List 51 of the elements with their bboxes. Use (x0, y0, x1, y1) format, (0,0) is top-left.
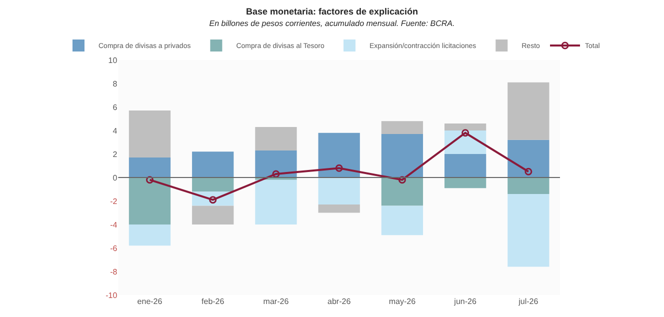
x-tick-label: may-26 (388, 297, 416, 306)
bar (508, 140, 550, 178)
bar (318, 132, 360, 178)
point (335, 164, 343, 172)
bar (508, 194, 550, 267)
bar (381, 178, 424, 206)
bar (318, 204, 360, 213)
y-tick-label: 0 (112, 173, 118, 182)
bar (192, 152, 234, 178)
y-tick-label: -4 (110, 220, 118, 230)
x-tick-label: mar-26 (263, 297, 290, 306)
bar (255, 126, 297, 150)
bar (381, 134, 424, 178)
bar (381, 121, 424, 134)
point (462, 129, 470, 137)
bar (255, 180, 297, 224)
y-tick-label: -10 (106, 290, 118, 300)
bar (128, 224, 171, 246)
bar (381, 206, 424, 236)
y-tick-label: 8 (112, 79, 118, 88)
bar (444, 123, 486, 130)
bar (508, 82, 550, 140)
point (272, 170, 280, 178)
bar (444, 154, 486, 178)
bar (192, 206, 234, 224)
y-tick-label: 10 (108, 56, 118, 65)
point (524, 168, 532, 176)
chart-subtitle: En billones de pesos corrientes, acumulado mensual. Fuente: BCRA. (209, 18, 455, 28)
x-tick-label: feb-26 (202, 297, 225, 306)
bar (318, 178, 360, 205)
bar (192, 178, 234, 192)
y-tick-label: -2 (110, 196, 118, 206)
point (209, 196, 217, 204)
y-tick-label: -8 (110, 267, 118, 276)
chart-title: Base monetaria: factores de explicación (246, 6, 418, 16)
x-tick-label: jun-26 (453, 297, 477, 306)
y-tick-label: 2 (112, 150, 118, 159)
bar (128, 110, 171, 158)
x-tick-label: jul-26 (518, 297, 539, 306)
point (398, 176, 406, 184)
x-tick-label: ene-26 (137, 297, 163, 306)
bar (508, 178, 550, 194)
bar (128, 178, 171, 224)
bar (128, 158, 171, 178)
point (146, 176, 154, 184)
bar (444, 178, 486, 188)
y-tick-label: -6 (110, 244, 118, 253)
bar (255, 150, 297, 178)
x-tick-label: abr-26 (328, 297, 352, 306)
y-tick-label: 4 (112, 126, 118, 136)
y-tick-label: 6 (112, 102, 118, 112)
